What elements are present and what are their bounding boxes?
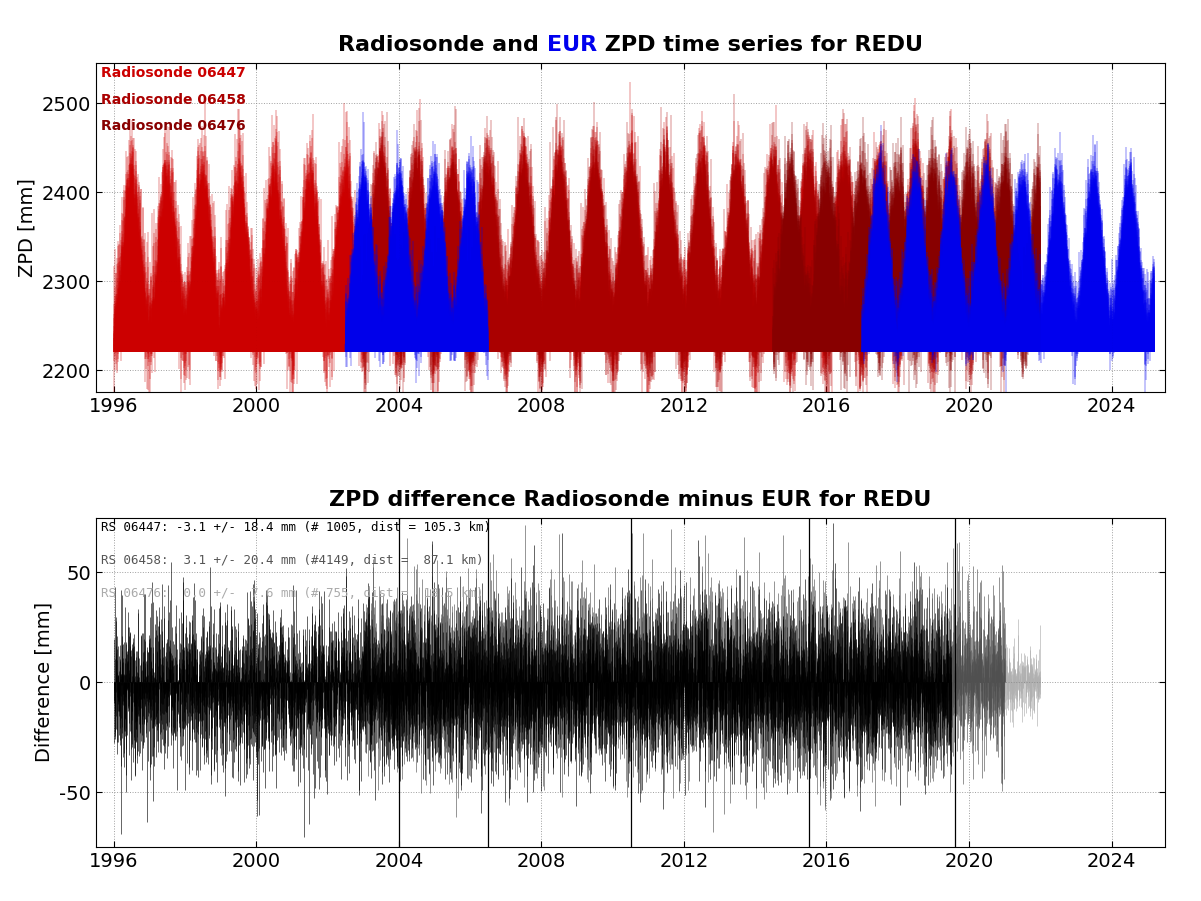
Text: Radiosonde 06458: Radiosonde 06458 bbox=[101, 93, 246, 106]
Text: Radiosonde 06447: Radiosonde 06447 bbox=[101, 67, 246, 80]
Text: Radiosonde and: Radiosonde and bbox=[339, 35, 546, 55]
Text: ZPD time series for REDU: ZPD time series for REDU bbox=[597, 35, 922, 55]
Text: RS 06458:  3.1 +/- 20.4 mm (#4149, dist =  87.1 km): RS 06458: 3.1 +/- 20.4 mm (#4149, dist =… bbox=[101, 554, 484, 567]
Text: RS 06447: -3.1 +/- 18.4 mm (# 1005, dist = 105.3 km): RS 06447: -3.1 +/- 18.4 mm (# 1005, dist… bbox=[101, 521, 491, 534]
Y-axis label: Difference [mm]: Difference [mm] bbox=[35, 602, 54, 762]
Text: Radiosonde 06476: Radiosonde 06476 bbox=[101, 119, 246, 133]
Text: EUR: EUR bbox=[546, 35, 597, 55]
Text: RS 06476:  0.0 +/-  7.6 mm (# 755, dist =  18.5 km): RS 06476: 0.0 +/- 7.6 mm (# 755, dist = … bbox=[101, 587, 484, 600]
Y-axis label: ZPD [mm]: ZPD [mm] bbox=[17, 178, 36, 278]
Title: ZPD difference Radiosonde minus EUR for REDU: ZPD difference Radiosonde minus EUR for … bbox=[329, 490, 932, 511]
